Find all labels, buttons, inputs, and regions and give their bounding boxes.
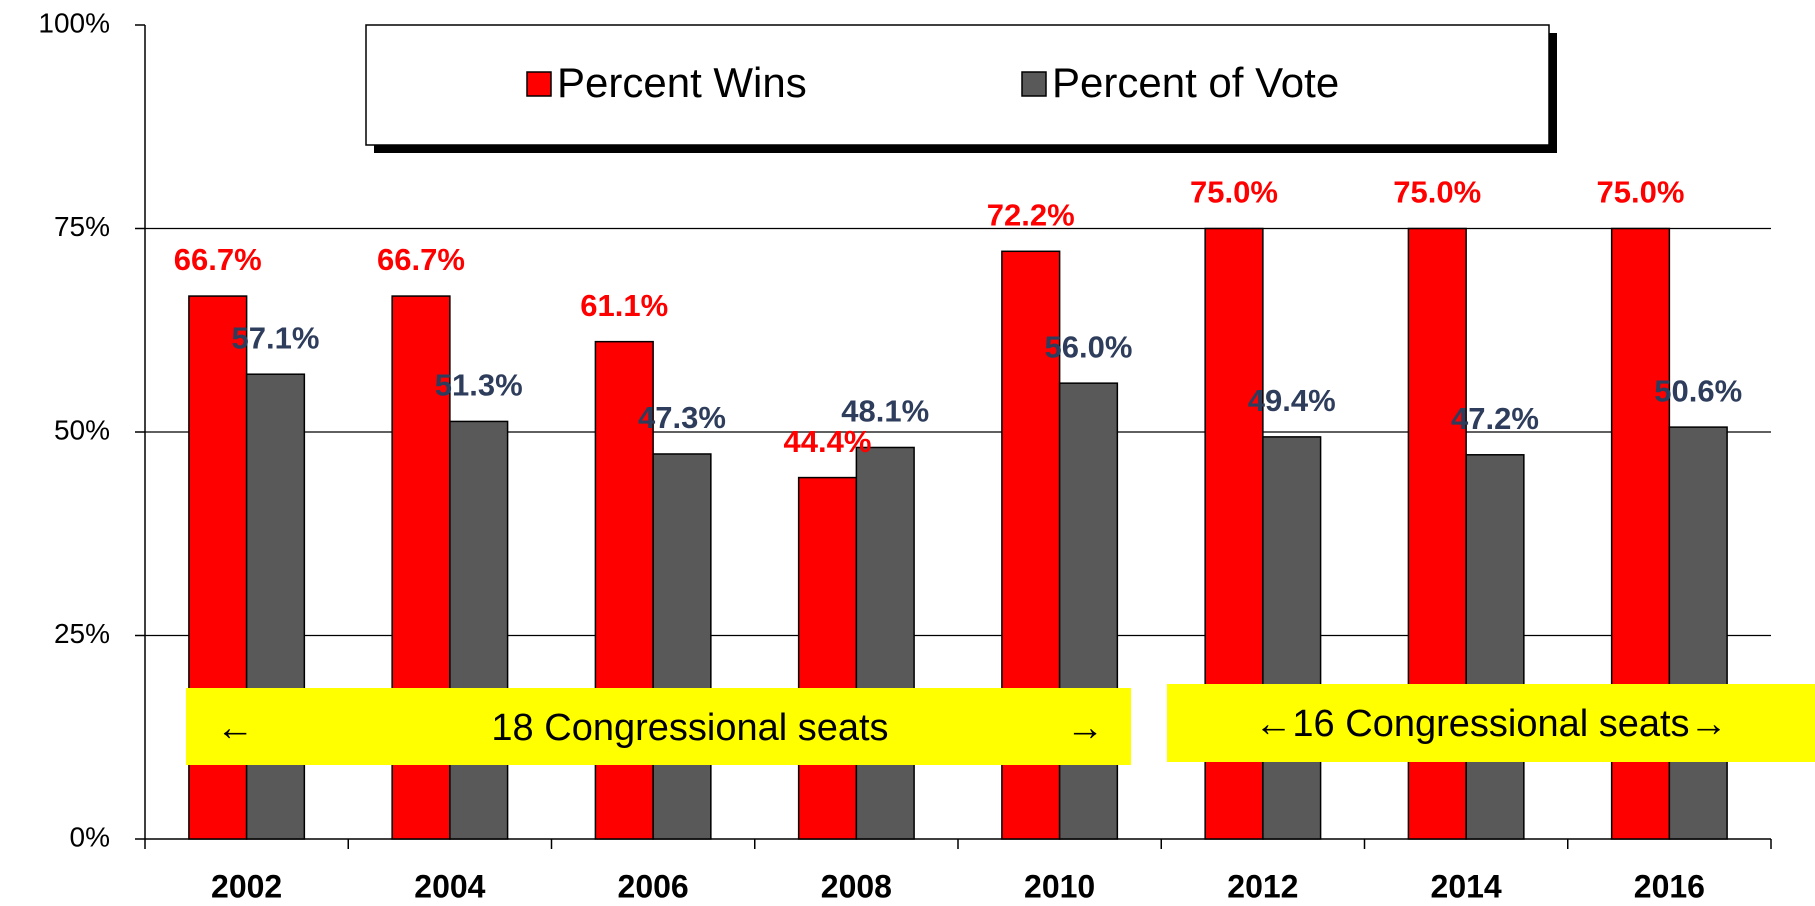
data-label: 56.0% [1045,329,1133,364]
annotation-text: → [1066,707,1104,749]
data-label: 47.3% [638,400,726,435]
data-label: 72.2% [987,197,1075,232]
data-label: 66.7% [174,242,262,277]
bar [245,373,306,840]
annotation-text: 18 Congressional seats [491,707,888,749]
bar [1668,426,1728,840]
y-tick-label: 0% [70,821,110,852]
bar [855,446,915,840]
y-tick-label: 25% [54,618,110,649]
data-label: 61.1% [580,288,668,323]
legend-swatch [526,71,552,97]
annotation-box [186,688,1131,765]
data-label: 75.0% [1190,175,1278,210]
x-tick-label: 2016 [1634,868,1705,904]
bar [1058,382,1119,840]
legend-label: Percent of Vote [1052,59,1339,106]
data-label: 49.4% [1248,383,1336,418]
data-label: 66.7% [377,242,465,277]
annotation-box [1167,684,1815,762]
annotation-text: ←16 Congressional seats→ [1254,703,1727,745]
bar [652,453,712,840]
legend [365,24,1550,146]
x-tick-label: 2012 [1227,868,1298,904]
data-label: 44.4% [784,424,872,459]
x-tick-label: 2014 [1431,868,1502,904]
y-tick-label: 50% [54,414,110,445]
data-label: 75.0% [1393,175,1481,210]
data-label: 75.0% [1597,175,1685,210]
legend-label: Percent Wins [557,59,807,106]
bar [1262,436,1322,840]
y-tick-label: 75% [54,211,110,242]
bar [1465,454,1525,840]
data-label: 50.6% [1654,373,1742,408]
x-tick-label: 2002 [211,868,282,904]
data-label: 47.2% [1451,401,1539,436]
bar [449,420,509,840]
x-tick-label: 2008 [821,868,892,904]
annotation-text: ← [216,707,254,749]
bar [797,476,858,840]
x-tick-label: 2010 [1024,868,1095,904]
x-tick-label: 2006 [618,868,689,904]
y-tick-label: 100% [38,7,110,38]
data-label: 48.1% [841,394,929,429]
legend-swatch [1021,71,1047,97]
data-label: 51.3% [435,368,523,403]
x-tick-label: 2004 [414,868,485,904]
data-label: 57.1% [232,320,320,355]
